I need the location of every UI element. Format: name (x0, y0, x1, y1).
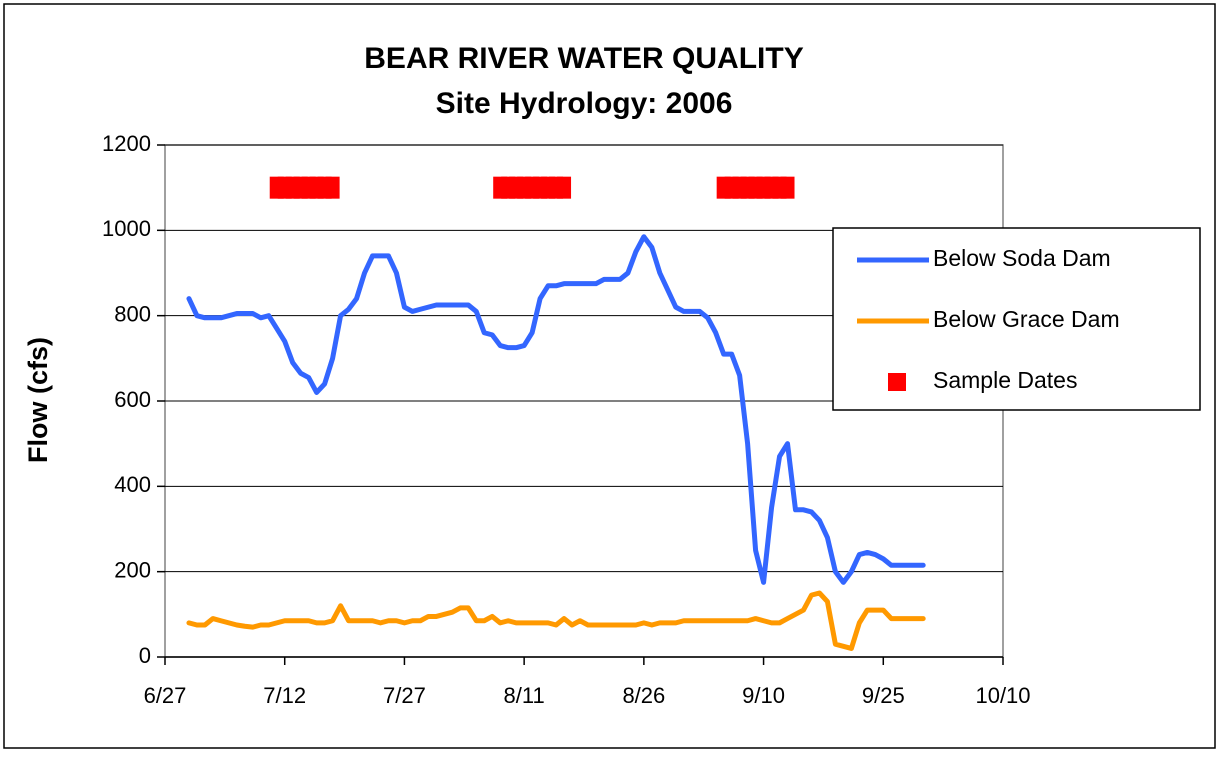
y-tick-label: 600 (114, 387, 151, 412)
sample-marker (780, 176, 795, 199)
chart-title: BEAR RIVER WATER QUALITY (364, 42, 803, 75)
legend-label: Below Grace Dam (933, 306, 1120, 332)
legend-label: Sample Dates (933, 367, 1077, 393)
x-tick-label: 8/26 (622, 683, 665, 708)
x-tick-label: 7/27 (383, 683, 426, 708)
y-tick-label: 800 (114, 301, 151, 326)
y-tick-label: 1200 (102, 131, 151, 156)
x-tick-label: 8/11 (504, 683, 545, 708)
y-tick-label: 200 (114, 557, 151, 582)
chart-subtitle: Site Hydrology: 2006 (436, 87, 733, 120)
x-tick-label: 9/10 (742, 683, 785, 708)
x-tick-label: 10/10 (975, 683, 1030, 708)
legend-label: Below Soda Dam (933, 245, 1111, 271)
series-line (186, 590, 926, 651)
sample-marker (557, 176, 572, 199)
y-tick-label: 1000 (102, 216, 151, 241)
x-tick-label: 7/12 (263, 683, 306, 708)
y-tick-label: 0 (139, 643, 151, 668)
x-tick-label: 9/25 (862, 683, 905, 708)
series-line (186, 234, 926, 585)
x-tick-label: 6/27 (144, 683, 187, 708)
legend-swatch (888, 373, 906, 391)
y-axis-label: Flow (cfs) (23, 337, 53, 463)
sample-marker (325, 176, 340, 199)
y-tick-label: 400 (114, 472, 151, 497)
